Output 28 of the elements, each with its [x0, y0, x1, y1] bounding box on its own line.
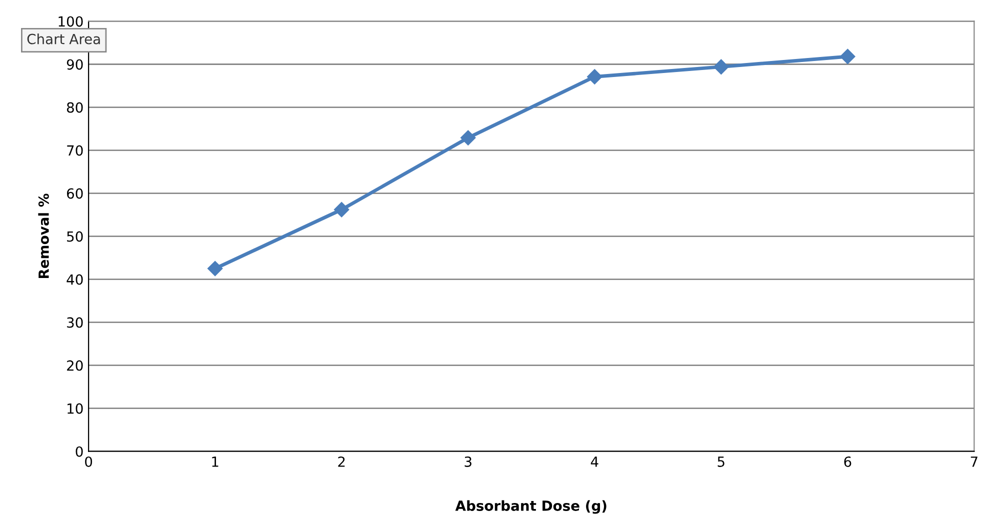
y-tick-label: 80	[66, 102, 83, 113]
x-tick-label: 5	[718, 456, 724, 467]
y-tick-label: 90	[66, 59, 83, 70]
x-tick-label: 2	[338, 456, 345, 467]
x-tick-label: 1	[212, 456, 218, 467]
y-tick-label: 50	[67, 231, 83, 242]
y-tick-label: 30	[67, 317, 83, 328]
y-tick-label: 0	[76, 446, 83, 457]
x-tick-label: 4	[590, 456, 598, 467]
y-tick-label: 40	[66, 274, 83, 285]
y-tick-label: 10	[68, 403, 83, 414]
point	[840, 48, 856, 64]
x-tick-label: 3	[464, 456, 472, 467]
y-tick-label: 70	[67, 145, 83, 156]
x-tick-label: 0	[85, 456, 92, 467]
x-tick-label: 7	[970, 456, 978, 467]
point	[714, 59, 729, 74]
point	[460, 130, 476, 146]
point	[587, 69, 602, 84]
y-axis-title: Removal %	[38, 194, 49, 278]
annotation: Chart Area	[27, 34, 100, 44]
x-tick-label: 6	[844, 456, 852, 467]
point	[334, 202, 350, 218]
y-tick-label: 100	[58, 16, 83, 27]
y-tick-label: 20	[67, 360, 83, 371]
point	[208, 260, 223, 276]
y-tick-label: 60	[66, 188, 83, 199]
x-axis-title: Absorbant Dose (g)	[455, 500, 606, 514]
